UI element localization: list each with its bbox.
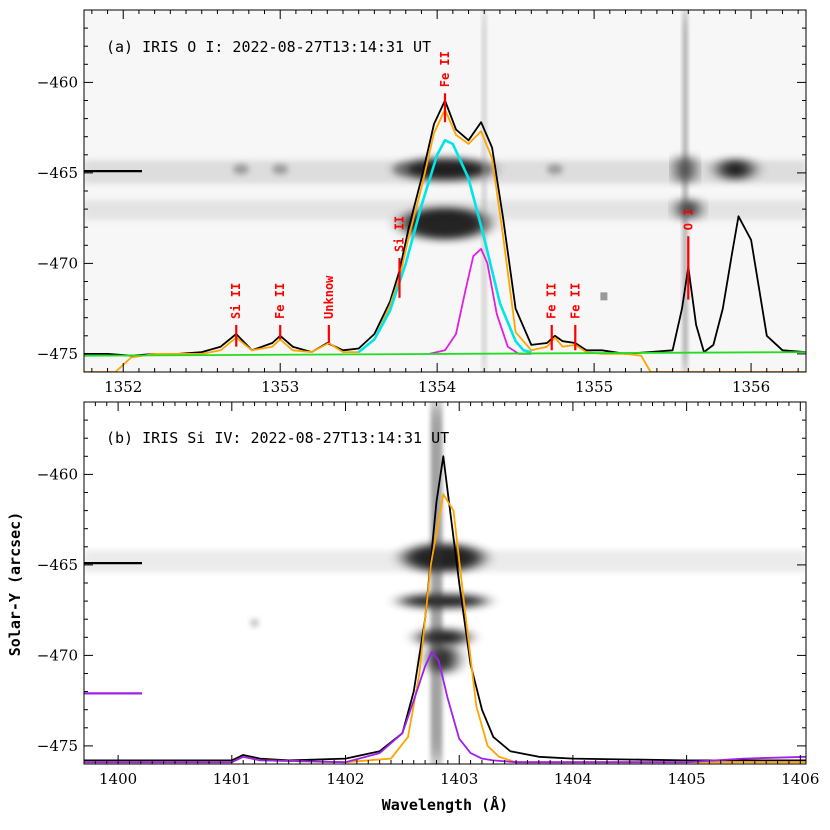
y-tick-label-0: −475 bbox=[37, 345, 78, 363]
y-tick-label-3: −460 bbox=[37, 73, 78, 91]
x-tick-label-3: 1355 bbox=[575, 378, 613, 396]
x-tick-label-1: 1401 bbox=[213, 770, 251, 788]
line-label-0: Si II bbox=[229, 283, 243, 319]
panel-a-frame bbox=[83, 9, 807, 373]
x-tick-label-0: 1400 bbox=[99, 770, 137, 788]
panel-b-title: (b) IRIS Si IV: 2022-08-27T13:14:31 UT bbox=[106, 429, 449, 447]
y-tick-label-2: −465 bbox=[37, 164, 78, 182]
series-line-1 bbox=[84, 108, 806, 372]
x-tick-label-1: 1353 bbox=[261, 378, 299, 396]
panel-b-axes: 1400 1401 1402 1403 1404 1405 1406 −475 −470 −465… bbox=[37, 401, 819, 788]
panel-a-title: (a) IRIS O I: 2022-08-27T13:14:31 UT bbox=[106, 38, 431, 56]
panel-a-series bbox=[84, 99, 806, 372]
y-tick-label-1: −470 bbox=[37, 254, 78, 272]
panel-b-frame bbox=[83, 401, 807, 765]
line-label-5: Fe II bbox=[545, 283, 559, 319]
panel-b-spectral-image bbox=[84, 402, 806, 764]
x-tick-label-6: 1406 bbox=[781, 770, 819, 788]
series-line-3 bbox=[429, 247, 532, 355]
line-label-6: Fe II bbox=[568, 283, 582, 319]
y-tick-label-3: −460 bbox=[37, 465, 78, 483]
x-tick-label-0: 1352 bbox=[104, 378, 142, 396]
panel-b: 1400 1401 1402 1403 1404 1405 1406 −475 −470 −465… bbox=[37, 401, 819, 788]
panel-a-spectral-image bbox=[84, 10, 806, 372]
line-label-2: Unknow bbox=[322, 275, 336, 319]
series-line-4 bbox=[84, 351, 806, 357]
line-label-7: O I bbox=[681, 209, 695, 231]
x-tick-label-4: 1356 bbox=[732, 378, 770, 396]
y-tick-label-2: −465 bbox=[37, 556, 78, 574]
panel-b-background bbox=[84, 402, 806, 764]
x-tick-label-2: 1402 bbox=[326, 770, 364, 788]
panel-a-line-labels: Si II Fe II Unknow Si II Fe II Fe II Fe II O I bbox=[229, 51, 695, 351]
series-line-0 bbox=[84, 99, 806, 357]
line-label-4: Fe II bbox=[438, 51, 452, 87]
line-label-1: Fe II bbox=[273, 283, 287, 319]
x-axis-label: Wavelength (Å) bbox=[382, 795, 508, 814]
series-line-2 bbox=[357, 139, 532, 354]
x-tick-label-5: 1405 bbox=[668, 770, 706, 788]
y-tick-label-0: −475 bbox=[37, 737, 78, 755]
x-tick-label-2: 1354 bbox=[418, 378, 456, 396]
line-label-3: Si II bbox=[392, 216, 406, 252]
y-axis-label: Solar-Y (arcsec) bbox=[6, 512, 24, 657]
panel-a-axes: 1352 1353 1354 1355 1356 −475 −470 −465 −460 bbox=[37, 9, 806, 396]
x-tick-label-3: 1403 bbox=[440, 770, 478, 788]
x-tick-label-4: 1404 bbox=[554, 770, 592, 788]
y-tick-label-1: −470 bbox=[37, 646, 78, 664]
